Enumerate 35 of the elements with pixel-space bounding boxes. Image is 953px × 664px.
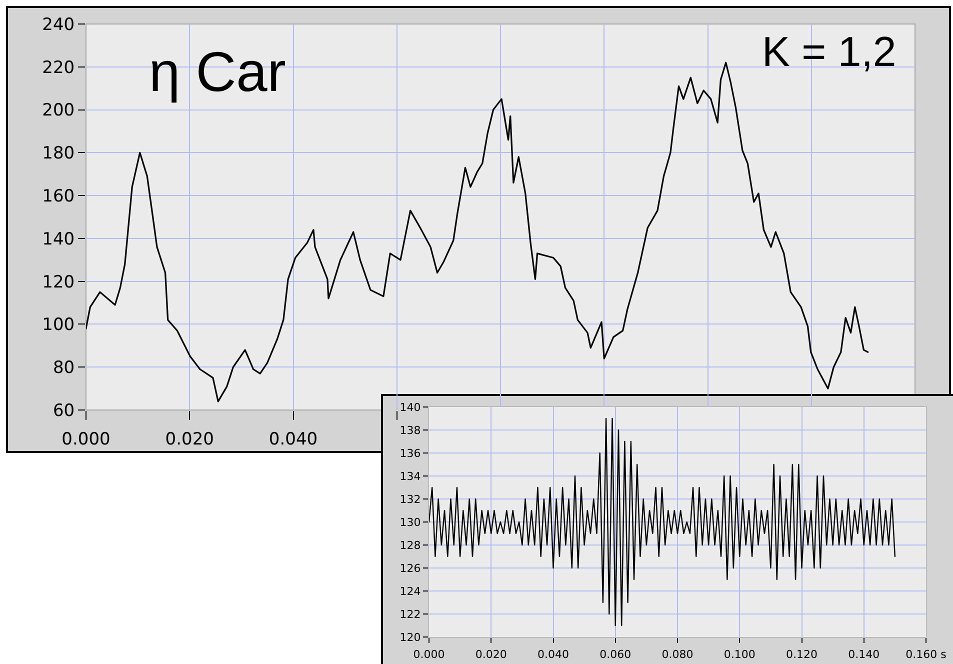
y-tick-label: 128 <box>400 538 421 552</box>
x-tick-label: 0.160 s <box>906 648 947 662</box>
x-tick-label: 0.060 <box>600 648 632 662</box>
y-tick-label: 122 <box>400 608 421 621</box>
x-tick-label: 0.100 <box>724 648 756 662</box>
x-tick-label: 0.140 <box>848 648 880 662</box>
y-tick-label: 136 <box>400 446 421 460</box>
y-tick-label: 130 <box>400 516 421 529</box>
y-tick-label: 134 <box>400 470 421 483</box>
annotation: K = 1,2 <box>762 28 896 75</box>
x-tick-label: 0.120 <box>786 648 818 662</box>
x-tick-label: 0.000 <box>413 648 445 662</box>
x-tick-label: 0.000 <box>62 429 110 450</box>
y-tick-label: 160 <box>42 186 75 207</box>
y-tick-label: 60 <box>52 400 75 421</box>
y-tick-label: 132 <box>400 492 421 506</box>
y-tick-label: 80 <box>52 358 75 378</box>
y-tick-label: 124 <box>400 584 421 598</box>
y-tick-label: 180 <box>42 144 75 164</box>
x-tick-label: 0.020 <box>475 648 507 662</box>
x-tick-label: 0.080 <box>662 648 694 662</box>
x-tick-label: 0.040 <box>538 648 569 662</box>
y-tick-label: 126 <box>400 562 421 575</box>
annotation: η Car <box>149 40 286 103</box>
y-tick-label: 120 <box>400 630 421 644</box>
y-tick-label: 220 <box>42 58 75 78</box>
x-tick-label: 0.020 <box>165 429 214 450</box>
y-tick-label: 138 <box>400 424 421 437</box>
y-tick-label: 200 <box>42 100 75 121</box>
y-tick-label: 100 <box>42 315 75 336</box>
y-tick-label: 120 <box>42 272 75 292</box>
y-tick-label: 240 <box>42 14 75 35</box>
y-tick-label: 140 <box>42 229 75 250</box>
x-tick-label: 0.040 <box>268 429 318 450</box>
y-tick-label: 140 <box>400 400 421 414</box>
